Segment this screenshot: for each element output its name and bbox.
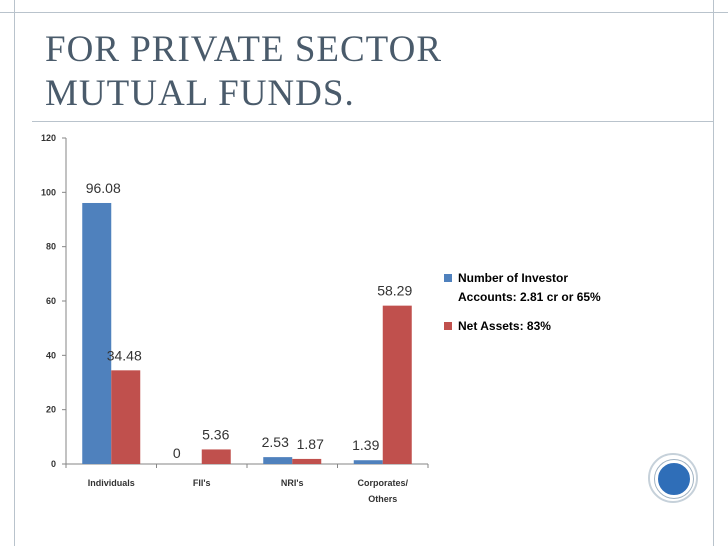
legend-swatch [444,274,452,282]
x-tick-label: Individuals [88,478,135,488]
bar-investor-accounts [263,457,293,464]
legend-label: Number of Investor [458,271,568,285]
left-border [14,0,15,546]
y-tick-label: 40 [46,350,56,360]
bar-investor-accounts [82,202,112,464]
legend-label: Accounts: 2.81 cr or 65% [458,290,601,304]
decorative-circle-inner [655,460,693,498]
data-label: 96.08 [86,180,121,196]
bar-net-assets [111,370,141,464]
title-rule [32,121,714,122]
bar-net-assets [382,305,412,464]
y-tick-label: 120 [41,133,56,143]
title-line-2: MUTUAL FUNDS. [45,73,355,114]
x-tick-label: NRI's [281,478,304,488]
bar-investor-accounts [353,460,383,464]
x-tick-label: Corporates/ [357,478,408,488]
y-tick-label: 20 [46,405,56,415]
data-label: 0 [173,445,181,461]
data-label: 58.29 [377,283,412,299]
title-line-1: FOR PRIVATE SECTOR [45,29,443,70]
legend-swatch [444,322,452,330]
y-tick-label: 0 [51,459,56,469]
top-rule [0,12,728,13]
bar-net-assets [201,449,231,464]
data-label: 2.53 [262,434,289,450]
data-label: 1.87 [297,436,324,452]
right-border [713,0,714,546]
legend-label: Net Assets: 83% [458,319,551,333]
y-tick-label: 60 [46,296,56,306]
data-label: 34.48 [107,347,142,363]
bar-net-assets [292,458,322,464]
slide-title: FOR PRIVATE SECTOR MUTUAL FUNDS. [45,28,665,116]
y-tick-label: 80 [46,242,56,252]
x-tick-label: Others [368,494,397,504]
bar-chart: 0 20 40 60 80 100 120 Individuals 96.08 34.48 FII'… [41,133,601,504]
data-label: 1.39 [352,437,379,453]
y-tick-label: 100 [41,187,56,197]
data-label: 5.36 [202,426,229,442]
x-tick-label: FII's [193,478,211,488]
